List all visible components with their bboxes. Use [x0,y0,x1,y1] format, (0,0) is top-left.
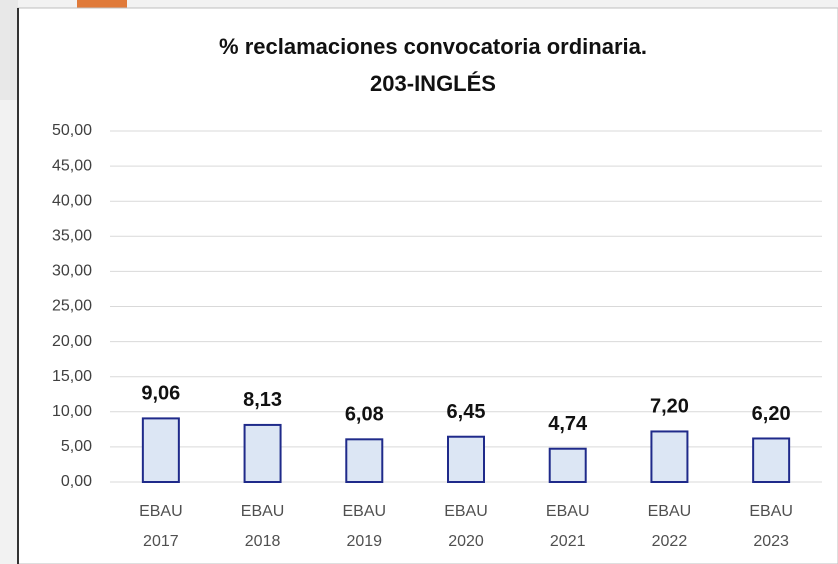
x-tick-label-line: EBAU [546,503,590,520]
x-tick-label-line: EBAU [749,503,793,520]
x-tick-label-line: EBAU [648,503,692,520]
x-tick-label: EBAU 2022 [648,503,692,550]
bar [752,437,791,484]
bar [548,447,587,483]
y-tick-label: 10,00 [52,403,92,420]
chart-subtitle: 203-INGLÉS [370,71,496,96]
y-tick-label: 15,00 [52,368,92,385]
data-label: 9,06 [141,383,180,405]
background-fragment [77,0,127,8]
data-label: 4,74 [548,413,588,435]
y-tick-label: 35,00 [52,228,92,245]
x-tick-label-line: 2017 [143,533,179,550]
x-tick-label-line: 2019 [346,533,382,550]
y-tick-label: 25,00 [52,298,92,315]
bar [243,423,282,483]
y-tick-label: 30,00 [52,263,92,280]
bar [650,430,689,483]
x-tick-label-line: EBAU [139,503,183,520]
bar [345,438,384,483]
x-tick-label-line: 2022 [652,533,688,550]
x-tick-label-line: 2020 [448,533,484,550]
bar [447,435,485,484]
chart-title: % reclamaciones convocatoria ordinaria. [219,34,647,59]
x-tick-label: EBAU 2019 [342,503,386,550]
y-tick-label: 5,00 [61,438,92,455]
x-tick-label-line: EBAU [444,503,488,520]
x-tick-label-line: EBAU [241,503,285,520]
background-fragment [0,0,18,100]
x-tick-label: EBAU 2018 [241,503,285,550]
y-tick-label: 20,00 [52,333,92,350]
x-tick-label: EBAU 2020 [444,503,488,550]
x-tick-label-line: EBAU [342,503,386,520]
x-tick-label: EBAU 2017 [139,503,183,550]
x-tick-label-line: 2021 [550,533,586,550]
x-tick-label-line: 2023 [753,533,789,550]
data-label: 7,20 [650,396,689,418]
data-label: 6,08 [345,404,384,426]
x-tick-label: EBAU 2021 [546,503,590,550]
y-tick-label: 40,00 [52,192,92,209]
data-label: 8,13 [243,389,282,411]
y-tick-label: 50,00 [52,122,92,139]
data-label: 6,45 [447,401,486,423]
data-label: 6,20 [752,403,791,425]
y-tick-label: 0,00 [61,473,92,490]
y-tick-label: 45,00 [52,157,92,174]
x-tick-label-line: 2018 [245,533,281,550]
bar [141,417,180,484]
x-tick-label: EBAU 2023 [749,503,793,550]
